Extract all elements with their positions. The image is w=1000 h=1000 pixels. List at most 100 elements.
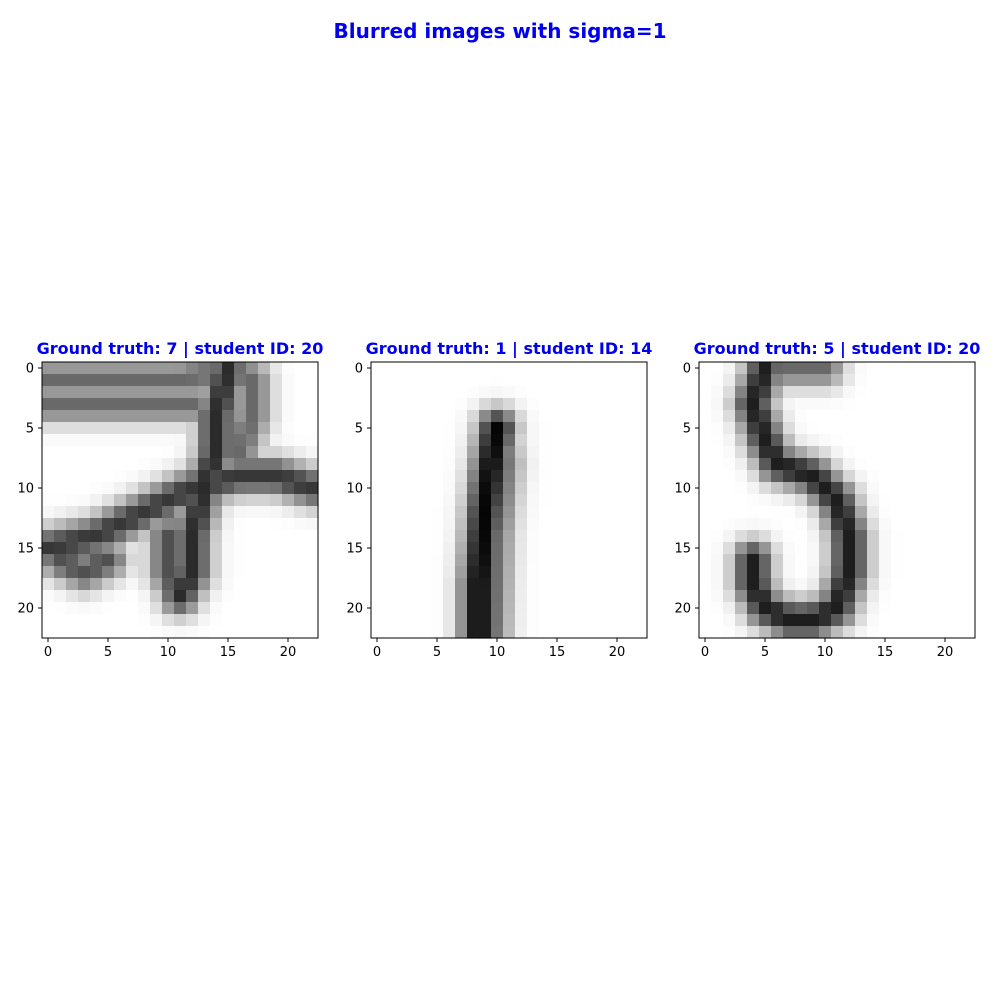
pixel-cell <box>915 614 928 627</box>
pixel-cell <box>783 422 796 435</box>
pixel-cell <box>951 590 964 603</box>
pixel-cell <box>867 518 880 531</box>
pixel-cell <box>162 434 175 447</box>
pixel-cell <box>539 398 552 411</box>
pixel-cell <box>126 458 139 471</box>
pixel-cell <box>78 626 91 639</box>
pixel-cell <box>395 386 408 399</box>
pixel-cell <box>635 530 648 543</box>
pixel-cell <box>711 566 724 579</box>
pixel-cell <box>807 518 820 531</box>
pixel-cell <box>90 374 103 387</box>
pixel-cell <box>371 506 384 519</box>
pixel-cell <box>90 482 103 495</box>
pixel-cell <box>431 434 444 447</box>
pixel-cell <box>783 614 796 627</box>
pixel-cell <box>855 590 868 603</box>
pixel-cell <box>819 410 832 423</box>
pixel-cell <box>138 602 151 615</box>
pixel-cell <box>747 530 760 543</box>
pixel-cell <box>783 446 796 459</box>
pixel-cell <box>270 446 283 459</box>
pixel-cell <box>563 434 576 447</box>
pixel-cell <box>102 626 115 639</box>
pixel-cell <box>102 446 115 459</box>
pixel-cell <box>735 374 748 387</box>
pixel-cell <box>294 590 307 603</box>
pixel-cell <box>711 362 724 375</box>
x-tick-label: 15 <box>877 645 894 660</box>
pixel-cell <box>551 614 564 627</box>
pixel-cell <box>246 458 259 471</box>
pixel-cell <box>455 374 468 387</box>
pixel-cell <box>807 362 820 375</box>
pixel-cell <box>395 542 408 555</box>
pixel-cell <box>371 374 384 387</box>
pixel-cell <box>126 530 139 543</box>
pixel-cell <box>234 434 247 447</box>
pixel-cell <box>162 590 175 603</box>
pixel-cell <box>150 470 163 483</box>
pixel-cell <box>222 470 235 483</box>
pixel-cell <box>66 602 79 615</box>
pixel-cell <box>431 374 444 387</box>
pixel-cell <box>903 602 916 615</box>
pixel-cell <box>419 494 432 507</box>
pixel-cell <box>527 458 540 471</box>
pixel-cell <box>915 542 928 555</box>
pixel-cell <box>479 614 492 627</box>
pixel-cell <box>927 470 940 483</box>
pixel-cell <box>879 398 892 411</box>
pixel-cell <box>747 590 760 603</box>
pixel-cell <box>234 398 247 411</box>
pixel-cell <box>54 602 67 615</box>
pixel-cell <box>431 386 444 399</box>
pixel-cell <box>855 566 868 579</box>
pixel-cell <box>222 434 235 447</box>
pixel-cell <box>747 470 760 483</box>
pixel-cell <box>771 614 784 627</box>
pixel-cell <box>699 446 712 459</box>
pixel-cell <box>587 446 600 459</box>
pixel-cell <box>587 422 600 435</box>
pixel-cell <box>174 446 187 459</box>
pixel-cell <box>306 602 319 615</box>
pixel-cell <box>539 602 552 615</box>
pixel-cell <box>150 374 163 387</box>
pixel-cell <box>611 374 624 387</box>
pixel-cell <box>819 398 832 411</box>
pixel-cell <box>963 626 976 639</box>
x-tick-label: 10 <box>160 645 177 660</box>
pixel-cell <box>867 446 880 459</box>
pixel-cell <box>711 398 724 411</box>
pixel-cell <box>443 602 456 615</box>
pixel-cell <box>903 518 916 531</box>
pixel-cell <box>587 578 600 591</box>
pixel-cell <box>174 422 187 435</box>
pixel-cell <box>246 374 259 387</box>
pixel-cell <box>515 374 528 387</box>
pixel-cell <box>443 422 456 435</box>
pixel-cell <box>771 422 784 435</box>
pixel-cell <box>126 542 139 555</box>
pixel-cell <box>186 422 199 435</box>
pixel-cell <box>162 578 175 591</box>
pixel-cell <box>282 554 295 567</box>
pixel-cell <box>78 578 91 591</box>
pixel-cell <box>162 554 175 567</box>
pixel-cell <box>162 482 175 495</box>
pixel-cell <box>735 470 748 483</box>
pixel-cell <box>419 506 432 519</box>
pixel-cell <box>807 434 820 447</box>
pixel-cell <box>515 602 528 615</box>
pixel-cell <box>282 458 295 471</box>
pixel-cell <box>527 614 540 627</box>
pixel-cell <box>54 374 67 387</box>
pixel-cell <box>927 602 940 615</box>
pixel-cell <box>407 530 420 543</box>
pixel-cell <box>395 566 408 579</box>
pixel-cell <box>150 614 163 627</box>
pixel-cell <box>575 410 588 423</box>
pixel-cell <box>951 626 964 639</box>
pixel-cell <box>419 590 432 603</box>
